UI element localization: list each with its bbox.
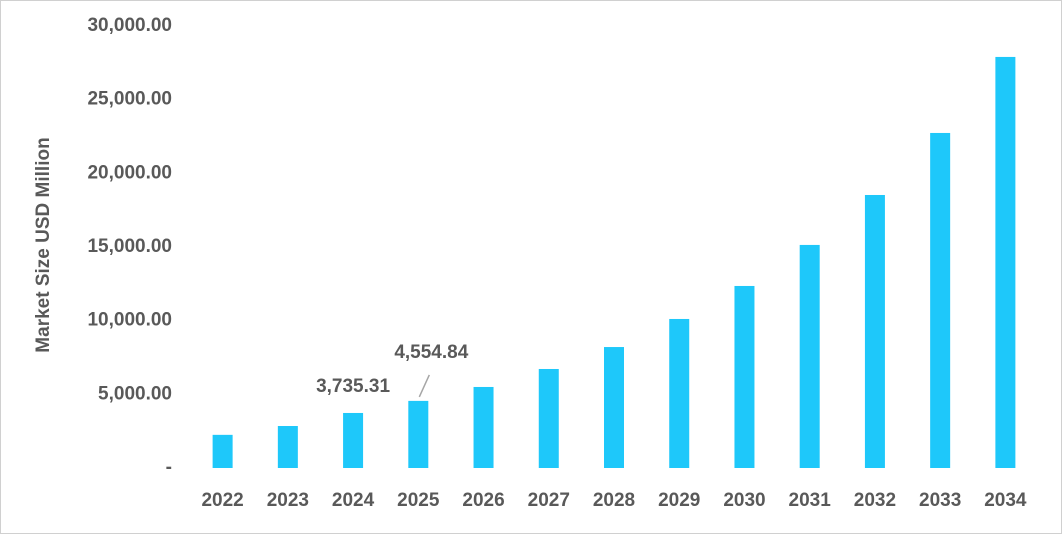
bar: [538, 368, 559, 468]
x-tick-label: 2031: [789, 490, 832, 511]
bar: [604, 347, 624, 468]
bar: [799, 244, 820, 468]
x-tick-label: 2026: [462, 490, 504, 511]
x-tick-label: 2030: [723, 490, 765, 511]
x-tick-label: 2025: [397, 490, 440, 511]
bar: [734, 285, 755, 468]
x-tick-label: 2028: [593, 490, 635, 511]
x-tick-label: 2022: [201, 490, 243, 511]
y-tick-label: 20,000.00: [87, 162, 172, 183]
y-axis-label: Market Size USD Million: [33, 137, 54, 352]
x-tick-label: 2024: [332, 490, 375, 511]
bar: [864, 194, 885, 468]
y-tick-label: 15,000.00: [87, 236, 172, 257]
y-tick-label: 25,000.00: [87, 89, 172, 110]
x-tick-label: 2029: [658, 490, 700, 511]
x-tick-label: 2023: [267, 490, 309, 511]
x-tick-label: 2034: [984, 490, 1027, 511]
y-tick-label: 30,000.00: [87, 15, 172, 36]
bar: [669, 318, 690, 468]
bar: [995, 56, 1016, 468]
data-label: 3,735.31: [316, 376, 390, 397]
bar: [277, 426, 298, 468]
x-tick-label: 2027: [528, 490, 570, 511]
data-label: 4,554.84: [394, 342, 468, 363]
y-tick-label: 5,000.00: [98, 383, 172, 404]
bar: [343, 412, 364, 468]
y-tick-label: 10,000.00: [87, 310, 172, 331]
x-tick-label: 2033: [919, 490, 961, 511]
bar: [212, 434, 233, 468]
bar: [930, 132, 951, 469]
bar: [473, 386, 494, 468]
leader-line: [418, 374, 430, 398]
y-tick-label: -: [166, 457, 172, 478]
x-tick-label: 2032: [854, 490, 896, 511]
bar: [408, 400, 429, 468]
